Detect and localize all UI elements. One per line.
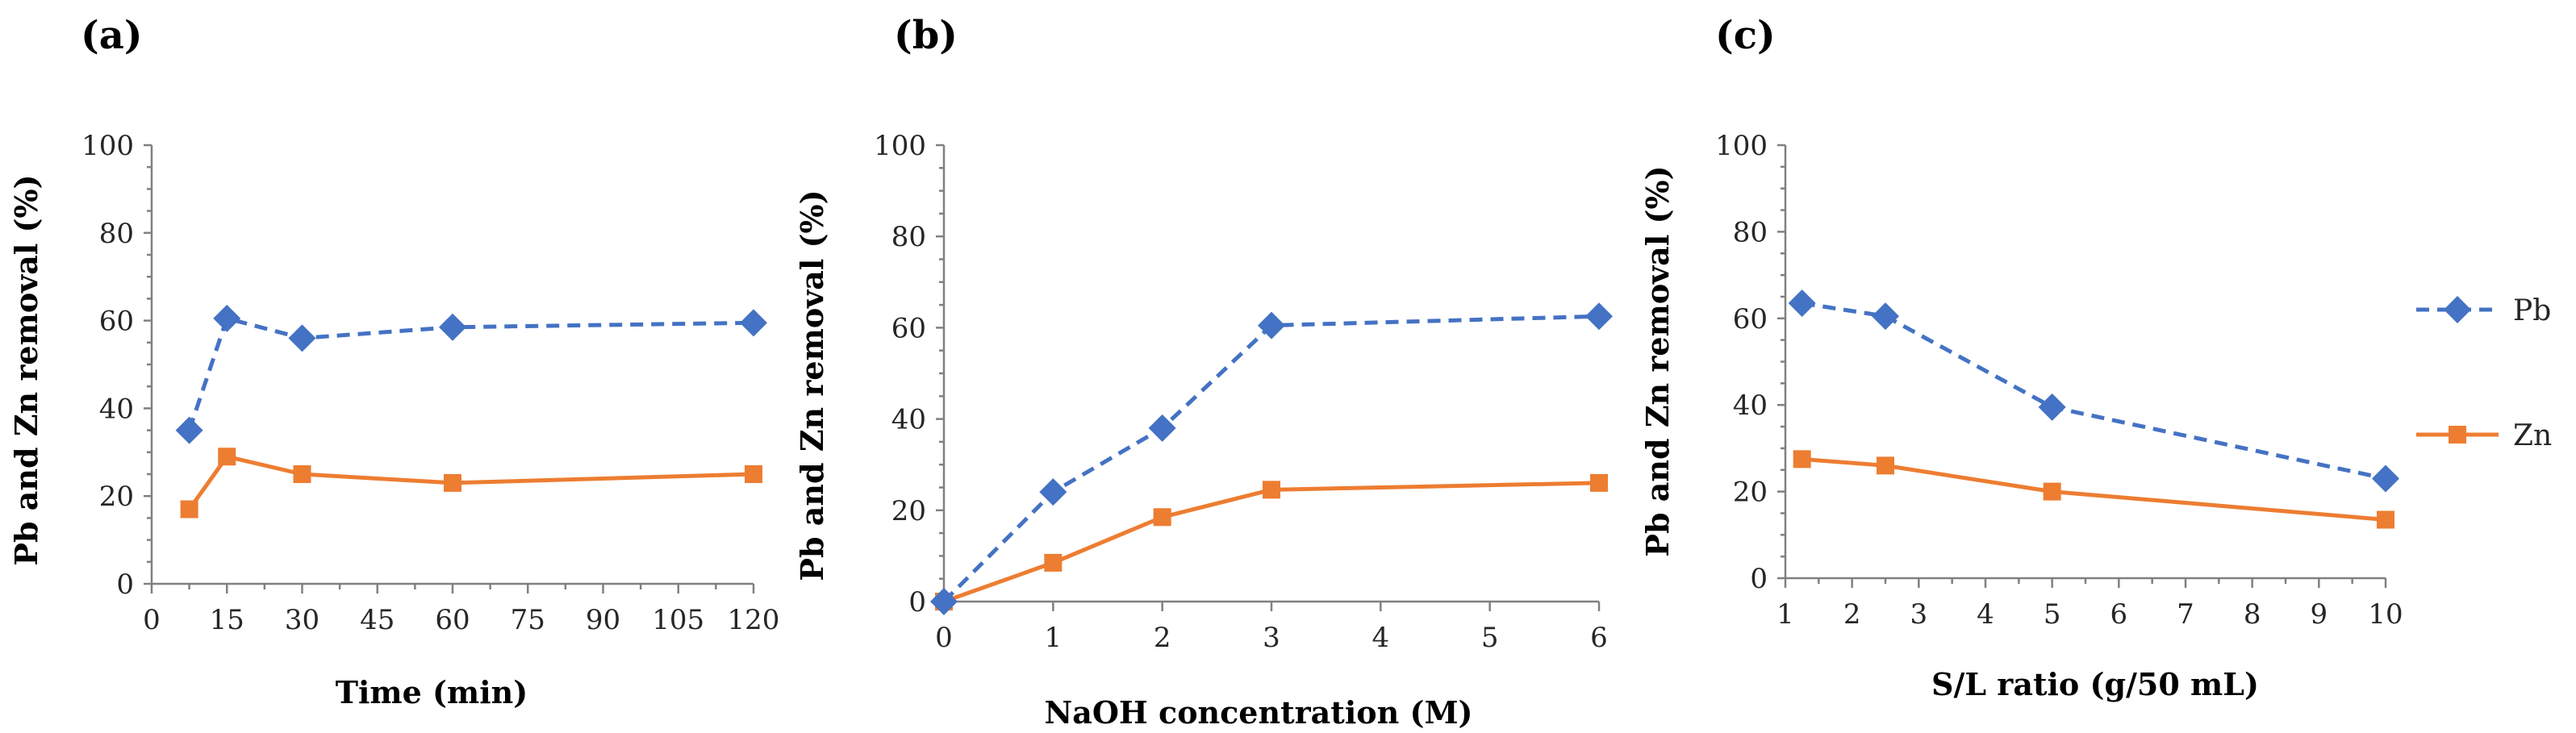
panel-c-x-tick-label: 7 bbox=[2177, 598, 2194, 631]
panel-a-zn-point bbox=[218, 448, 236, 466]
panel-a-pb-point bbox=[175, 416, 203, 444]
panel-a-x-tick-label: 0 bbox=[143, 604, 161, 636]
panel-c-y-axis-title: Pb and Zn removal (%) bbox=[1639, 165, 1676, 556]
panel-a-pb-point bbox=[213, 304, 241, 332]
panel-b-x-tick-label: 3 bbox=[1263, 622, 1280, 654]
panel-a-chart: (a) Time (min) Pb and Zn removal (%) 0 20… bbox=[8, 13, 779, 710]
panel-b-zn-point bbox=[1153, 508, 1171, 527]
panel-c-y-tick-label: 60 bbox=[1733, 303, 1768, 335]
panel-c-zn-point bbox=[1793, 450, 1811, 469]
panel-a-y-tick-label: 100 bbox=[81, 130, 134, 162]
panel-a-zn-point bbox=[180, 500, 198, 519]
panel-b-x-tick-label: 2 bbox=[1154, 622, 1171, 654]
panel-c-y-tick-label: 0 bbox=[1750, 563, 1768, 595]
panel-c-x-axis-title: S/L ratio (g/50 mL) bbox=[1931, 666, 2259, 702]
panel-b-y-tick-label: 40 bbox=[891, 404, 926, 436]
panel-c-pb-point bbox=[2372, 464, 2399, 493]
panel-b-pb-point bbox=[1585, 302, 1613, 331]
panel-b-y-tick-label: 60 bbox=[891, 312, 926, 344]
panel-c-y-tick-label: 100 bbox=[1715, 130, 1768, 162]
panel-b-x-tick-label: 1 bbox=[1045, 622, 1063, 654]
panel-a-x-tick-label: 75 bbox=[511, 604, 545, 636]
panel-b-x-tick-label: 5 bbox=[1481, 622, 1499, 654]
panel-a-y-axis-title: Pb and Zn removal (%) bbox=[8, 174, 44, 565]
panel-c-pb-point bbox=[2038, 393, 2066, 421]
legend-label-zn: Zn bbox=[2513, 419, 2552, 452]
legend: Pb Zn bbox=[2416, 294, 2552, 452]
panel-c-y-tick-label: 40 bbox=[1733, 389, 1768, 422]
panel-a-y-tick-label: 0 bbox=[116, 568, 134, 601]
panel-b-zn-point bbox=[1263, 481, 1280, 499]
panel-b-y-tick-label: 0 bbox=[908, 586, 926, 618]
panel-a-y-tick-label: 80 bbox=[99, 218, 134, 250]
panel-a-x-axis-title: Time (min) bbox=[336, 674, 528, 710]
panel-a-x-tick-label: 105 bbox=[652, 604, 704, 636]
panel-b-x-tick-label: 0 bbox=[935, 622, 953, 654]
panel-b-y-tick-label: 80 bbox=[891, 221, 926, 253]
panel-c-x-tick-label: 1 bbox=[1776, 598, 1794, 631]
legend-pb-marker bbox=[2444, 296, 2471, 323]
panel-c-zn-point bbox=[1877, 456, 1894, 475]
panel-b-pb-point bbox=[1258, 311, 1285, 339]
panel-a-pb-point bbox=[740, 309, 767, 337]
panel-c-zn-line bbox=[1802, 456, 2386, 522]
panel-c-label: (c) bbox=[1715, 13, 1776, 58]
panel-b-pb-line bbox=[942, 314, 1600, 603]
panel-a-x-tick-label: 60 bbox=[435, 604, 470, 636]
panel-b-chart: (b) NaOH concentration (M) Pb and Zn rem… bbox=[794, 13, 1613, 731]
panel-b-zn-point bbox=[1044, 553, 1063, 572]
panel-a-pb-line bbox=[187, 316, 754, 431]
panel-c-x-tick-label: 8 bbox=[2244, 598, 2261, 631]
panel-b-y-tick-label: 100 bbox=[874, 130, 926, 162]
panel-c-pb-line bbox=[1802, 301, 2386, 481]
panel-b-pb-point bbox=[1039, 478, 1067, 506]
panel-a-zn-line bbox=[187, 454, 754, 510]
panel-c-x-tick-label: 5 bbox=[2044, 598, 2061, 631]
panel-c-zn-point bbox=[2377, 510, 2394, 529]
panel-b-pb-point bbox=[1148, 414, 1176, 442]
panel-c-chart: (c) S/L ratio (g/50 mL) Pb and Zn remova… bbox=[1639, 13, 2403, 702]
panel-c-zn-point bbox=[2043, 482, 2061, 501]
panel-c-x-tick-label: 3 bbox=[1910, 598, 1928, 631]
panel-a-x-tick-label: 120 bbox=[728, 604, 780, 636]
panel-b-label: (b) bbox=[894, 13, 958, 58]
panel-c-x-tick-label: 9 bbox=[2311, 598, 2328, 631]
panel-b-zn-point bbox=[1590, 473, 1608, 492]
panel-b-x-axis-title: NaOH concentration (M) bbox=[1044, 694, 1472, 731]
panel-c-y-tick-label: 80 bbox=[1733, 216, 1768, 248]
panel-a-y-tick-label: 40 bbox=[99, 393, 134, 425]
panel-a-pb-point bbox=[288, 324, 316, 352]
panel-b-y-tick-label: 20 bbox=[891, 495, 926, 527]
panel-a-y-tick-label: 60 bbox=[99, 306, 134, 338]
legend-zn-marker bbox=[2449, 426, 2466, 444]
panel-b-pb-point bbox=[930, 588, 958, 615]
panel-c-y-tick-label: 20 bbox=[1733, 477, 1768, 509]
panel-c-x-tick-label: 2 bbox=[1843, 598, 1861, 631]
legend-label-pb: Pb bbox=[2513, 294, 2551, 327]
panel-a-x-tick-label: 45 bbox=[360, 604, 395, 636]
panel-b-x-tick-label: 6 bbox=[1590, 622, 1608, 654]
panel-c-pb-point bbox=[1788, 289, 1816, 318]
panel-a-pb-point bbox=[439, 313, 466, 341]
panel-a-x-tick-label: 90 bbox=[586, 604, 620, 636]
panel-a-label: (a) bbox=[81, 13, 143, 58]
panel-a-x-tick-label: 15 bbox=[210, 604, 244, 636]
panel-a-zn-point bbox=[745, 465, 762, 483]
panel-c-x-tick-label: 6 bbox=[2110, 598, 2128, 631]
panel-c-x-tick-label: 4 bbox=[1977, 598, 1994, 631]
panel-c-pb-point bbox=[1872, 302, 1899, 331]
panel-a-x-tick-label: 30 bbox=[285, 604, 319, 636]
panel-b-x-tick-label: 4 bbox=[1372, 622, 1390, 654]
panel-a-zn-point bbox=[444, 473, 461, 492]
panel-a-y-tick-label: 20 bbox=[99, 481, 134, 513]
panel-b-y-axis-title: Pb and Zn removal (%) bbox=[794, 189, 830, 581]
panel-c-x-tick-label: 10 bbox=[2368, 598, 2403, 631]
panel-a-zn-point bbox=[293, 465, 311, 483]
panel-b-zn-line bbox=[943, 481, 1600, 604]
